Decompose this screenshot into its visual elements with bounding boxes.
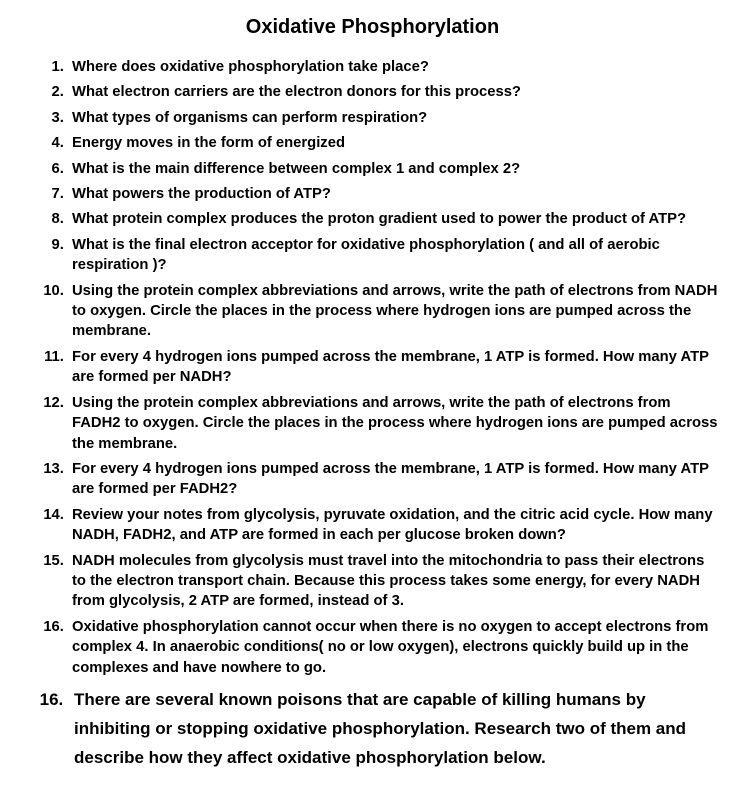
question-item: For every 4 hydrogen ions pumped across … [68, 347, 721, 388]
question-item: For every 4 hydrogen ions pumped across … [68, 459, 721, 500]
question-item: Where does oxidative phosphorylation tak… [68, 57, 721, 77]
question-item: Energy moves in the form of energized [68, 133, 721, 153]
document-page: Oxidative Phosphorylation Where does oxi… [0, 0, 745, 805]
question-item: What is the final electron acceptor for … [68, 235, 721, 276]
question-item-large: There are several known poisons that are… [68, 686, 721, 773]
page-title: Oxidative Phosphorylation [24, 16, 721, 39]
question-list-main: Where does oxidative phosphorylation tak… [24, 57, 721, 678]
question-item: What powers the production of ATP? [68, 184, 721, 204]
question-item: Using the protein complex abbreviations … [68, 281, 721, 342]
question-item: What electron carriers are the electron … [68, 82, 721, 102]
question-item: What protein complex produces the proton… [68, 209, 721, 229]
question-item: What types of organisms can perform resp… [68, 108, 721, 128]
question-item: NADH molecules from glycolysis must trav… [68, 551, 721, 612]
question-item: Review your notes from glycolysis, pyruv… [68, 505, 721, 546]
question-item: Using the protein complex abbreviations … [68, 393, 721, 454]
question-item: Oxidative phosphorylation cannot occur w… [68, 617, 721, 678]
question-list-large: There are several known poisons that are… [24, 686, 721, 773]
question-item: What is the main difference between comp… [68, 159, 721, 179]
